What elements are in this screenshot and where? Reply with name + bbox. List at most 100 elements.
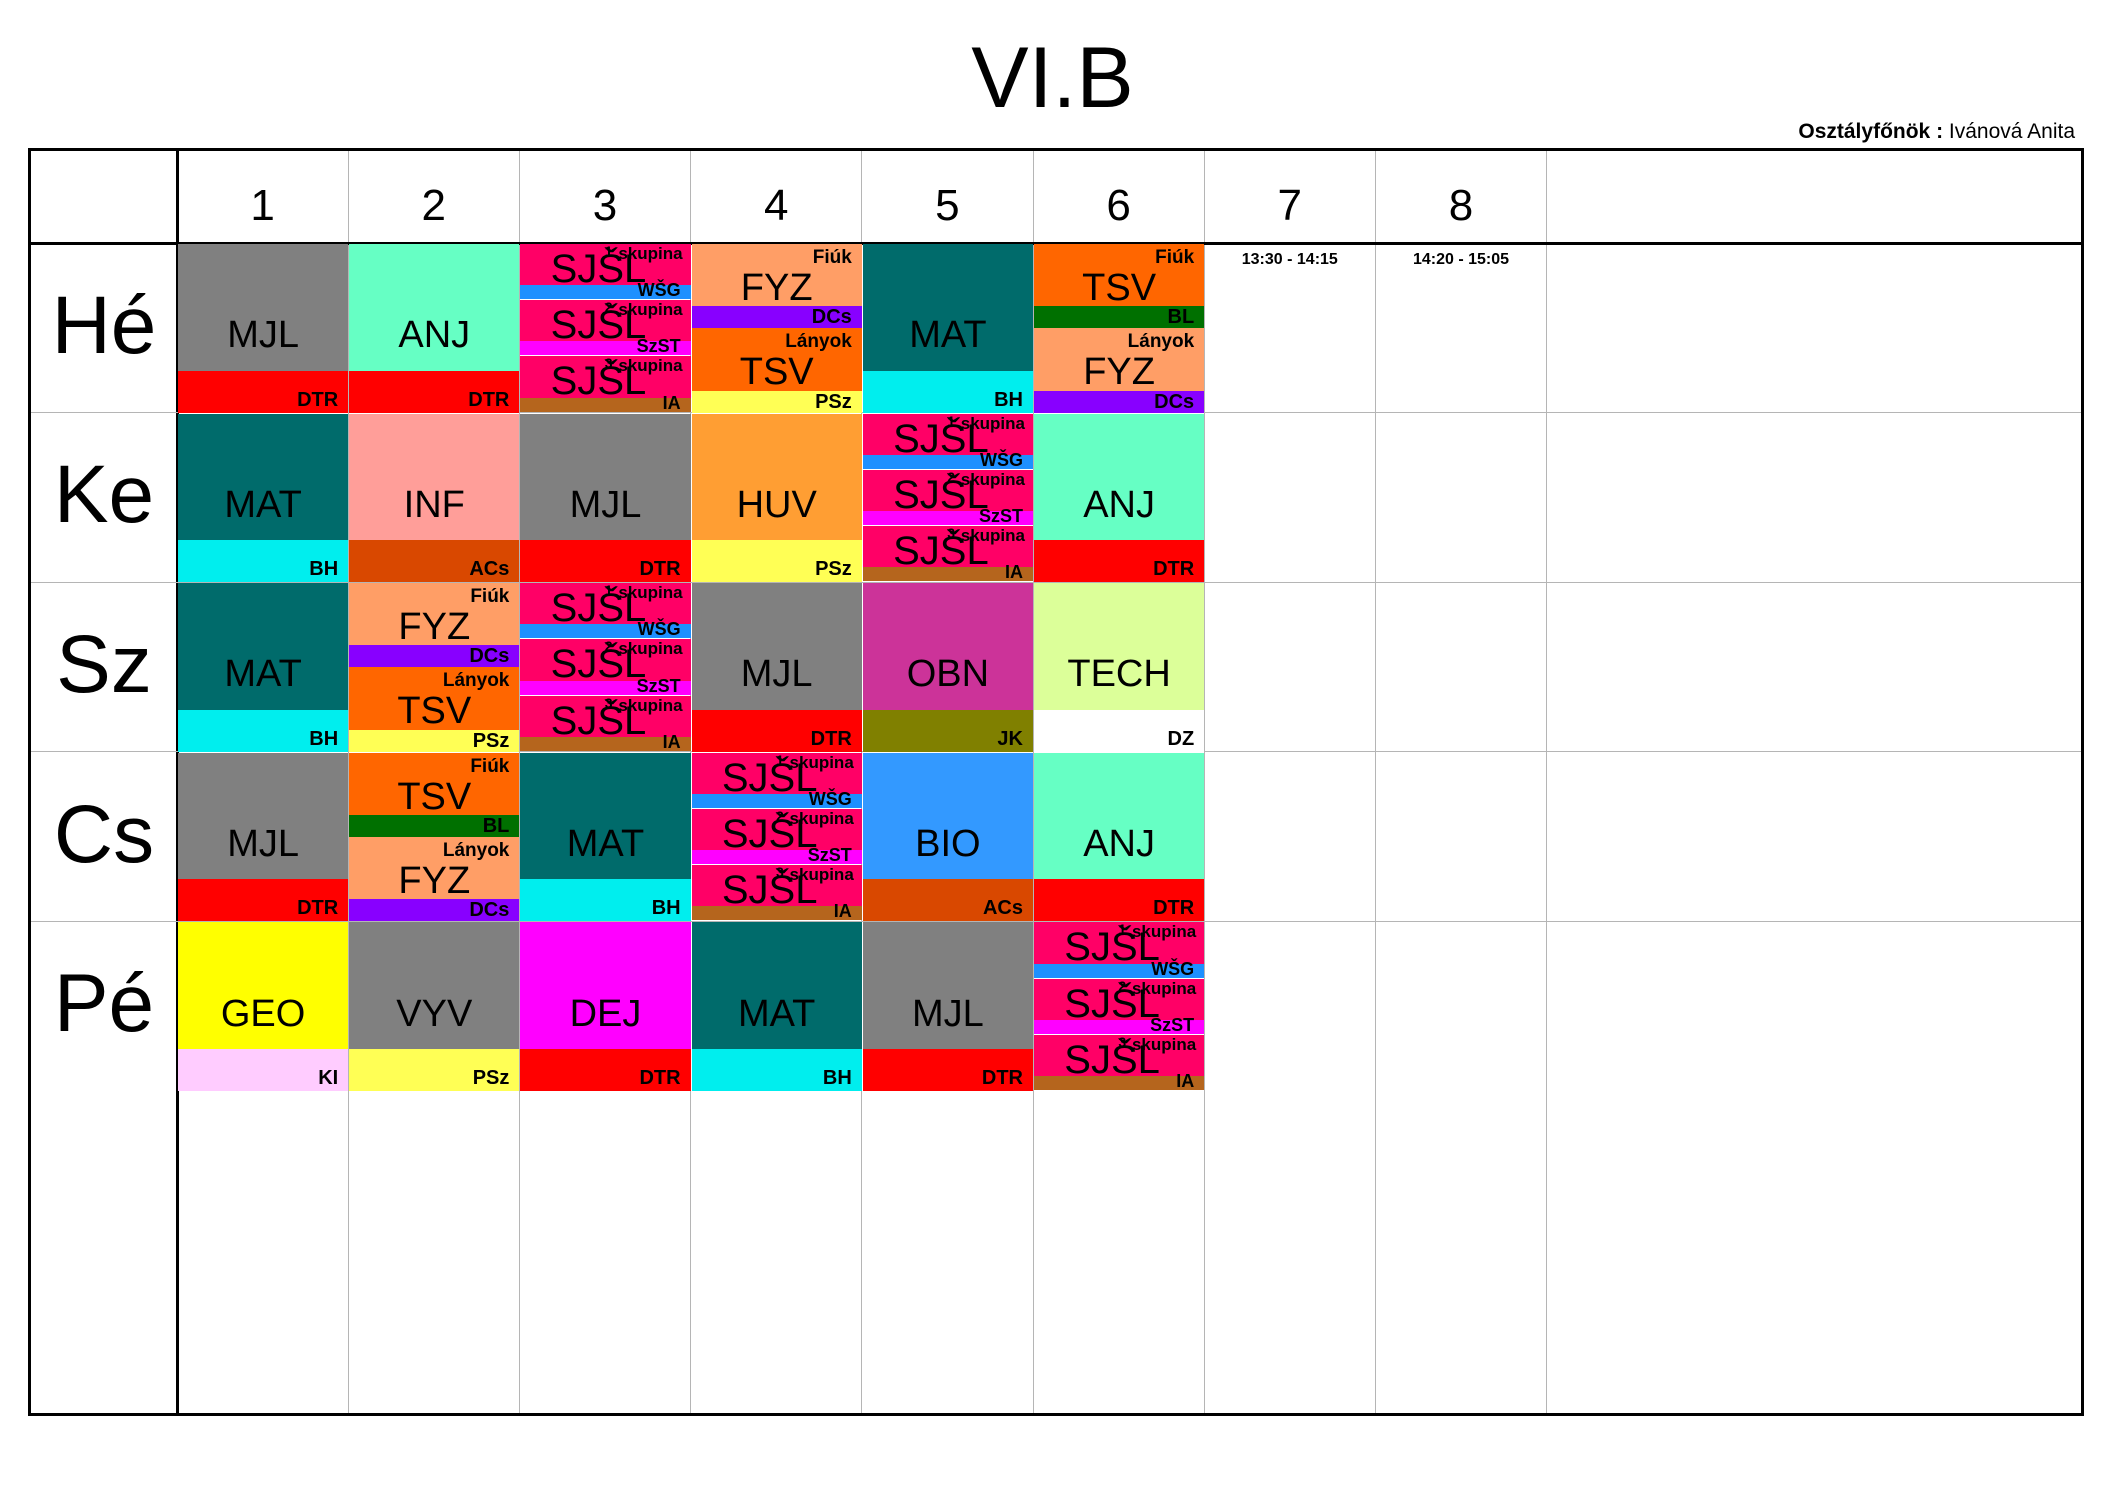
class-title: VI.B — [971, 30, 1134, 126]
lesson-cell[interactable]: ANJ DTR — [1034, 752, 1205, 922]
lesson-part: Fiúk TSV BL — [349, 752, 520, 838]
teacher-bar — [178, 540, 349, 583]
teacher-label: WŠG — [1151, 958, 1195, 979]
subject-label: SJŠL — [893, 416, 989, 461]
subject-label: SJŠL — [550, 698, 647, 743]
lesson-cell[interactable]: SJŠL 1 skupina WŠG SJŠL 2 skupina SzST SJŠL 3 skup… — [691, 752, 862, 922]
lesson-cell[interactable]: HUV PSz — [691, 413, 862, 583]
period-header: 28:35 - 9:20 — [348, 151, 519, 268]
lesson-cell[interactable]: MAT BH — [178, 413, 349, 583]
group-number: 2 — [604, 299, 613, 316]
lesson-cell[interactable]: Fiúk TSV BL Lányok FYZ DCs — [1034, 244, 1205, 413]
lesson-cell[interactable]: Fiúk FYZ DCs Lányok TSV PSz — [349, 583, 520, 752]
period-header: 17:45 - 8:30 — [177, 151, 348, 268]
group-number: 3 — [604, 694, 613, 711]
group-note: skupina — [618, 300, 683, 320]
lesson-cell[interactable]: SJŠL 1 skupina WŠG SJŠL 2 skupina SzST SJŠL 3 skup… — [520, 583, 691, 752]
period-number: 2 — [421, 181, 447, 230]
subject-label: FYZ — [398, 606, 471, 649]
group-number: 1 — [604, 244, 613, 259]
subject-label: MAT — [224, 483, 302, 526]
lesson-cell[interactable]: TECH DZ — [1034, 583, 1205, 752]
teacher-label: BH — [822, 1066, 852, 1089]
subject-block — [349, 413, 520, 541]
lesson-cell[interactable]: MJL DTR — [862, 922, 1033, 1091]
subject-block — [862, 922, 1033, 1049]
group-part: SJŠL 1 skupina WŠG — [862, 413, 1033, 470]
subject-block — [349, 244, 520, 371]
group-number: 1 — [604, 583, 613, 599]
grid-line-horizontal — [31, 751, 2081, 753]
subject-block — [520, 922, 691, 1049]
lesson-cell[interactable]: MJL DTR — [178, 244, 349, 413]
teacher-bar — [691, 1048, 862, 1091]
teacher-label: DTR — [981, 1066, 1023, 1089]
lesson-cell[interactable]: Fiúk FYZ DCs Lányok TSV PSz — [691, 244, 862, 413]
group-part: SJŠL 2 skupina SzST — [1034, 978, 1205, 1035]
subject-block — [178, 413, 349, 541]
lesson-cell[interactable]: MJL DTR — [520, 413, 691, 583]
lesson-cell[interactable]: DEJ DTR — [520, 922, 691, 1091]
group-part: SJŠL 1 skupina WŠG — [520, 583, 691, 639]
lesson-part: Fiúk TSV BL — [1034, 244, 1205, 329]
subject-label: SJŠL — [1064, 1037, 1160, 1082]
group-note: skupina — [960, 413, 1025, 433]
grid-line-vertical — [347, 151, 349, 1413]
teacher-label: DTR — [297, 388, 339, 411]
group-note: skupina — [1131, 1034, 1197, 1054]
lesson-cell[interactable]: MAT BH — [862, 244, 1033, 413]
lesson-cell[interactable]: OBN JK — [862, 583, 1033, 752]
subject-label: SJŠL — [721, 868, 818, 913]
teacher-bar — [691, 793, 862, 808]
group-part: SJŠL 1 skupina WŠG — [520, 244, 691, 300]
lesson-cell[interactable]: GEO KI — [178, 922, 349, 1091]
subject-label: SJŠL — [550, 247, 647, 291]
group-number: 3 — [604, 355, 613, 372]
lesson-cell[interactable]: ANJ DTR — [1034, 413, 1205, 583]
group-note: skupina — [618, 639, 683, 659]
teacher-bar — [862, 370, 1033, 413]
subject-block — [520, 752, 691, 880]
group-note: Lányok — [442, 840, 510, 862]
group-note: Fiúk — [812, 247, 852, 268]
lesson-part: Lányok FYZ DCs — [1034, 328, 1205, 413]
teacher-bar — [1034, 1075, 1205, 1090]
teacher-bar — [349, 729, 520, 752]
lesson-cell[interactable]: MAT BH — [520, 752, 691, 922]
lesson-cell[interactable]: SJŠL 1 skupina WŠG SJŠL 2 skupina SzST SJŠL 3 skup… — [1034, 922, 1205, 1091]
period-header: 39:35 - 10:20 — [519, 151, 690, 268]
subject-label: TECH — [1067, 653, 1171, 696]
subject-label: DEJ — [569, 992, 642, 1035]
lesson-cell[interactable]: MJL DTR — [178, 752, 349, 922]
group-note: skupina — [960, 469, 1025, 489]
lesson-cell[interactable]: MJL DTR — [691, 583, 862, 752]
teacher-bar — [349, 540, 520, 583]
lesson-part: Lányok FYZ DCs — [349, 837, 520, 922]
lesson-cell[interactable]: BIO ACs — [862, 752, 1033, 922]
subject-label: MAT — [566, 823, 645, 866]
subject-label: MJL — [911, 992, 984, 1035]
lesson-cell[interactable]: ANJ DTR — [349, 244, 520, 413]
subject-label: SJŠL — [893, 528, 989, 573]
subject-label: VYV — [396, 992, 473, 1035]
teacher-label: DTR — [639, 1066, 681, 1089]
subject-label: SJŠL — [721, 755, 818, 800]
teacher-bar — [1034, 963, 1205, 978]
grid-line-vertical — [518, 151, 520, 1413]
subject-label: MAT — [909, 314, 987, 357]
lesson-cell[interactable]: MAT BH — [178, 583, 349, 752]
subject-block — [520, 413, 691, 541]
teacher-label: DZ — [1167, 727, 1195, 750]
lesson-cell[interactable]: MAT BH — [691, 922, 862, 1091]
lesson-cell[interactable]: VYV PSz — [349, 922, 520, 1091]
subject-label: INF — [403, 483, 465, 526]
lesson-cell[interactable]: SJŠL 1 skupina WŠG SJŠL 2 skupina SzST SJŠL 3 skup… — [520, 244, 691, 413]
group-number: 3 — [775, 864, 784, 881]
lesson-cell[interactable]: SJŠL 1 skupina WŠG SJŠL 2 skupina SzST SJŠL 3 skup… — [862, 413, 1033, 583]
group-number: 1 — [1118, 922, 1127, 938]
lesson-cell[interactable]: INF ACs — [349, 413, 520, 583]
lesson-cell[interactable]: Fiúk TSV BL Lányok FYZ DCs — [349, 752, 520, 922]
group-number: 1 — [947, 413, 955, 429]
teacher-bar — [862, 1048, 1033, 1091]
teacher-bar — [691, 709, 862, 752]
